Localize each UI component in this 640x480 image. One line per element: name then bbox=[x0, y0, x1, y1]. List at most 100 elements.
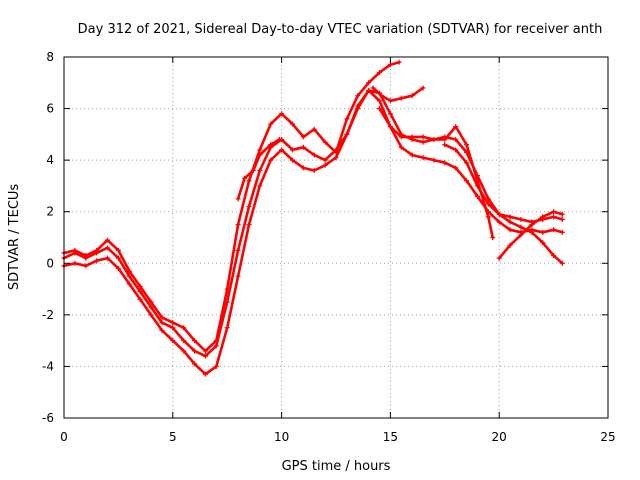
data-point bbox=[311, 152, 317, 158]
data-point bbox=[170, 320, 176, 326]
data-point bbox=[126, 281, 132, 287]
data-point bbox=[83, 253, 89, 259]
data-point bbox=[213, 343, 219, 349]
data-point bbox=[300, 144, 306, 150]
data-point bbox=[496, 211, 502, 217]
data-point bbox=[202, 348, 208, 354]
data-point bbox=[551, 227, 557, 233]
data-point bbox=[496, 219, 502, 225]
data-point bbox=[170, 325, 176, 331]
data-point bbox=[148, 312, 154, 318]
data-point bbox=[464, 160, 470, 166]
x-tick-label: 15 bbox=[383, 430, 398, 444]
series-track-8 bbox=[235, 137, 282, 202]
data-point bbox=[311, 167, 317, 173]
data-point bbox=[276, 137, 282, 143]
data-point bbox=[355, 103, 361, 109]
x-tick-labels: 0 5 10 15 20 25 bbox=[60, 430, 615, 444]
series-trace bbox=[497, 210, 564, 260]
data-point bbox=[105, 237, 111, 243]
data-point bbox=[105, 245, 111, 251]
series-trace bbox=[371, 86, 425, 103]
data-point bbox=[235, 247, 241, 253]
data-point bbox=[279, 111, 285, 117]
data-point bbox=[366, 80, 372, 86]
data-point bbox=[518, 224, 524, 230]
plot-frame bbox=[63, 56, 609, 419]
data-point bbox=[344, 131, 350, 137]
data-point bbox=[370, 85, 376, 91]
data-point bbox=[559, 229, 565, 235]
data-point bbox=[300, 165, 306, 171]
data-point bbox=[224, 325, 230, 331]
data-point bbox=[333, 149, 339, 155]
data-point bbox=[387, 111, 393, 117]
data-point bbox=[507, 242, 513, 248]
data-point bbox=[72, 247, 78, 253]
data-point bbox=[379, 93, 385, 99]
y-tick-label: 8 bbox=[46, 50, 54, 64]
tick-marks bbox=[63, 56, 609, 419]
data-point bbox=[485, 214, 491, 220]
data-point bbox=[559, 260, 565, 266]
data-point bbox=[507, 219, 513, 225]
data-point bbox=[529, 222, 535, 228]
data-point bbox=[213, 363, 219, 369]
series-trace bbox=[236, 138, 281, 201]
series-trace bbox=[443, 143, 564, 265]
series-track-2 bbox=[61, 88, 565, 377]
y-axis-label: SDTVAR / TECUs bbox=[7, 184, 22, 291]
y-tick-label: -6 bbox=[42, 411, 54, 425]
data-point bbox=[289, 147, 295, 153]
series-trace bbox=[62, 89, 564, 376]
data-point bbox=[485, 201, 491, 207]
data-point bbox=[409, 93, 415, 99]
data-point bbox=[398, 144, 404, 150]
data-point bbox=[181, 325, 187, 331]
data-point bbox=[192, 338, 198, 344]
data-point bbox=[126, 268, 132, 274]
data-point bbox=[257, 167, 263, 173]
data-point bbox=[551, 253, 557, 259]
data-point bbox=[148, 299, 154, 305]
data-point bbox=[322, 157, 328, 163]
data-point bbox=[496, 255, 502, 261]
data-point bbox=[246, 178, 252, 184]
chart-title: Day 312 of 2021, Sidereal Day-to-day VTE… bbox=[78, 22, 603, 37]
data-point bbox=[474, 183, 480, 189]
data-point bbox=[246, 204, 252, 210]
data-point bbox=[507, 214, 513, 220]
data-point bbox=[409, 134, 415, 140]
data-point bbox=[442, 142, 448, 148]
data-point bbox=[235, 196, 241, 202]
data-point bbox=[377, 98, 383, 104]
data-point bbox=[115, 265, 121, 271]
data-point bbox=[213, 338, 219, 344]
data-point bbox=[126, 273, 132, 279]
data-point bbox=[442, 160, 448, 166]
data-point bbox=[442, 137, 448, 143]
data-point bbox=[137, 289, 143, 295]
series-track-6 bbox=[442, 142, 565, 266]
y-tick-labels: -6 -4 -2 0 2 4 6 8 bbox=[42, 50, 54, 425]
data-point bbox=[507, 227, 513, 233]
data-point bbox=[202, 353, 208, 359]
data-point bbox=[322, 162, 328, 168]
data-point bbox=[559, 216, 565, 222]
data-point bbox=[540, 240, 546, 246]
data-point bbox=[551, 214, 557, 220]
data-point bbox=[420, 134, 426, 140]
data-point bbox=[377, 69, 383, 75]
data-point bbox=[387, 98, 393, 104]
data-point bbox=[559, 211, 565, 217]
data-point bbox=[83, 263, 89, 269]
data-point bbox=[159, 320, 165, 326]
data-point bbox=[431, 157, 437, 163]
data-point bbox=[409, 152, 415, 158]
data-point bbox=[420, 139, 426, 145]
data-point bbox=[289, 157, 295, 163]
data-point bbox=[257, 147, 263, 153]
data-point bbox=[279, 147, 285, 153]
x-axis-label: GPS time / hours bbox=[282, 459, 391, 474]
